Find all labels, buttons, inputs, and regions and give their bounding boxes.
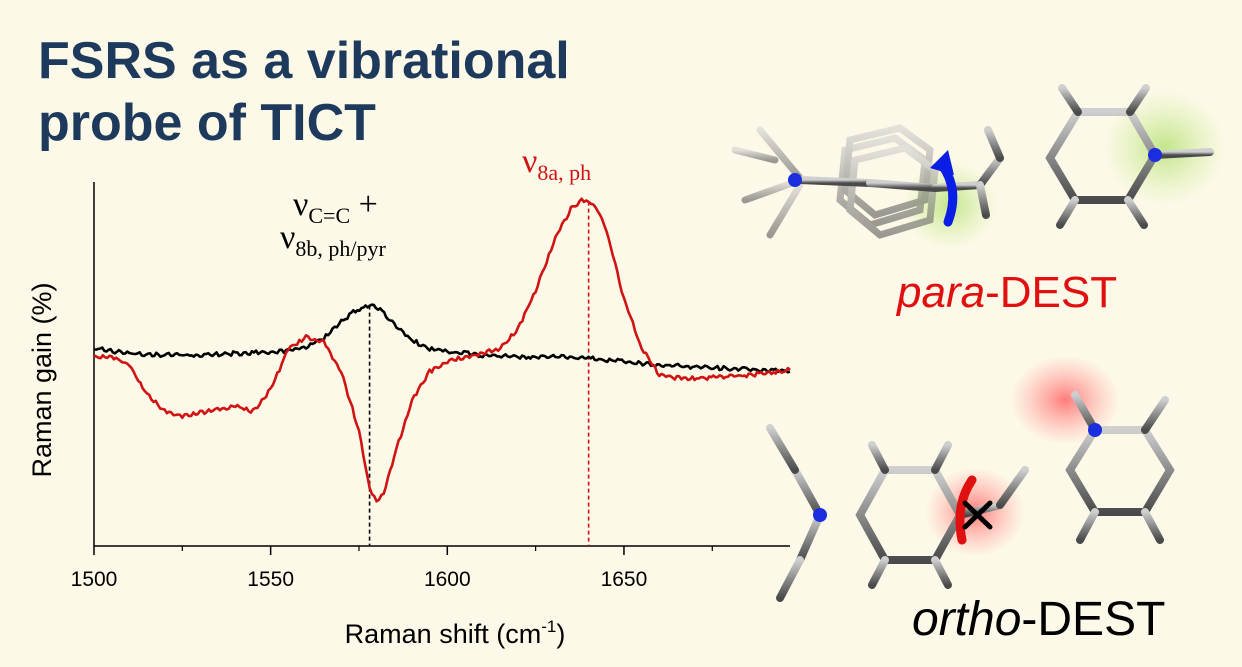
page-title: FSRS as a vibrational probe of TICT (38, 30, 570, 154)
x-tick-label-1650: 1650 (601, 568, 648, 591)
x-axis-label: Raman shift (cm-1) (345, 617, 566, 649)
title-tict: TICT (260, 94, 376, 152)
title-line1-rest: as a vibrational (176, 32, 570, 90)
annotation-black-peak: νC=C + (293, 186, 378, 228)
y-axis-label: Raman gain (%) (27, 282, 57, 477)
x-tick-label-1550: 1550 (247, 568, 294, 591)
series-layer (93, 197, 791, 503)
peak-marker-lines (368, 201, 590, 546)
blocked-rotation-arrow (955, 475, 977, 545)
para-dest-label: para-DEST (897, 268, 1118, 317)
annotation-black-peak-line2: ν8b, ph/pyr (280, 219, 386, 261)
x-axis-ticks (93, 546, 713, 555)
x-tick-label-1600: 1600 (424, 568, 471, 591)
x-axis-tick-labels: 1500 1550 1600 1650 (71, 568, 648, 591)
ortho-dest-label: ortho-DEST (912, 593, 1166, 646)
rotation-arrowhead (930, 150, 954, 175)
para-dest-molecule (731, 84, 1227, 250)
title-line2-rest: probe of (38, 94, 261, 152)
x-tick-label-1500: 1500 (71, 568, 118, 591)
series-line-red (93, 197, 791, 503)
title-fsrs: FSRS (38, 32, 177, 90)
blocked-rotation-icon (962, 500, 993, 530)
ortho-dest-molecule (766, 355, 1199, 602)
series-line-black (93, 303, 791, 374)
annotation-red-peak: ν8a, ph (522, 143, 591, 185)
